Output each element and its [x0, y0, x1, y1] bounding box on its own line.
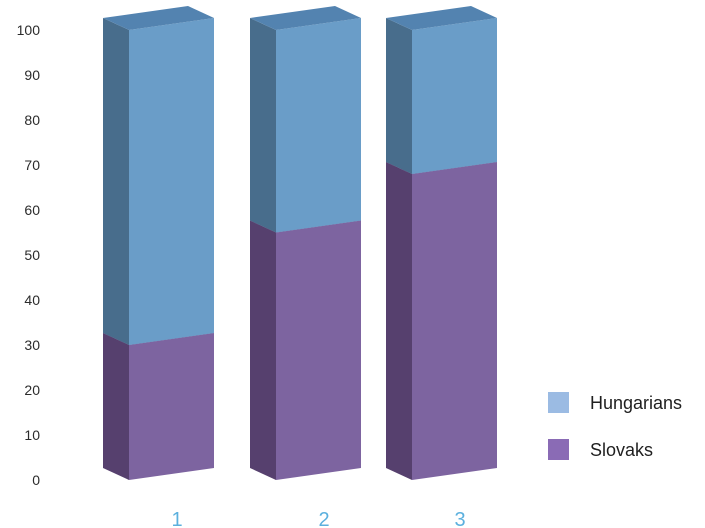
- bar-stack-3: [386, 6, 497, 480]
- legend-swatch: [548, 392, 569, 413]
- legend-label: Hungarians: [590, 393, 682, 413]
- y-tick-label: 80: [24, 112, 40, 128]
- bar-front-face: [276, 221, 361, 481]
- y-tick-label: 20: [24, 382, 40, 398]
- bar-front-face: [412, 18, 497, 174]
- y-tick-label: 90: [24, 67, 40, 83]
- y-axis: 0 10 20 30 40 50 60 70 80 90 100: [17, 22, 41, 488]
- bar-slovaks-2: [250, 209, 361, 481]
- x-axis: 1 2 3: [171, 509, 465, 528]
- bar-slovaks-3: [386, 150, 497, 480]
- y-tick-label: 100: [17, 22, 41, 38]
- legend-item-hungarians: Hungarians: [548, 392, 682, 413]
- legend-label: Slovaks: [590, 440, 653, 460]
- y-tick-label: 60: [24, 202, 40, 218]
- bar-side-face: [103, 18, 129, 345]
- legend: Hungarians Slovaks: [548, 392, 682, 460]
- x-tick-label: 2: [318, 509, 329, 528]
- x-tick-label: 3: [454, 509, 465, 528]
- legend-item-slovaks: Slovaks: [548, 439, 653, 460]
- y-tick-label: 10: [24, 427, 40, 443]
- bar-side-face: [103, 333, 129, 480]
- bar-hungarians-1: [103, 6, 214, 345]
- bar-front-face: [276, 18, 361, 233]
- bar-front-face: [129, 333, 214, 480]
- y-tick-label: 50: [24, 247, 40, 263]
- bar-side-face: [386, 18, 412, 174]
- bars: [103, 6, 497, 480]
- bar-front-face: [129, 18, 214, 345]
- bar-side-face: [386, 162, 412, 480]
- bar-side-face: [250, 18, 276, 233]
- bar-hungarians-2: [250, 6, 361, 233]
- bar-slovaks-1: [103, 321, 214, 480]
- legend-swatch: [548, 439, 569, 460]
- bar-stack-2: [250, 6, 361, 480]
- bar-side-face: [250, 221, 276, 481]
- bar-stack-1: [103, 6, 214, 480]
- y-tick-label: 70: [24, 157, 40, 173]
- bar-front-face: [412, 162, 497, 480]
- y-tick-label: 0: [32, 472, 40, 488]
- y-tick-label: 30: [24, 337, 40, 353]
- bar-hungarians-3: [386, 6, 497, 174]
- y-tick-label: 40: [24, 292, 40, 308]
- x-tick-label: 1: [171, 509, 182, 528]
